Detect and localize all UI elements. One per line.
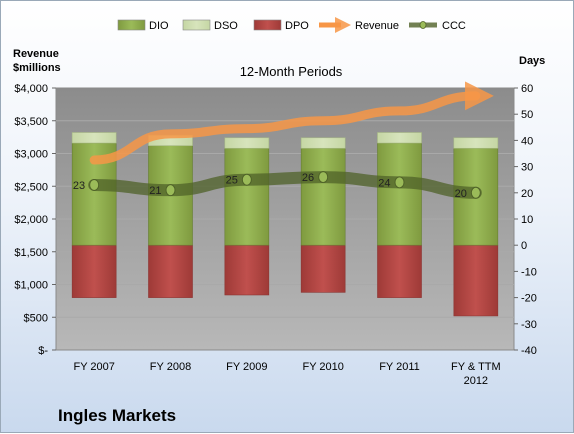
ccc-data-label: 20 (455, 188, 467, 200)
y-right-tick-label: -20 (521, 293, 537, 305)
ccc-data-label: 25 (226, 175, 238, 187)
ccc-data-label: 23 (73, 180, 85, 192)
y-left-axis-title: $millions (13, 62, 61, 74)
bar-dso (300, 137, 346, 149)
ccc-data-label: 21 (149, 185, 161, 197)
company-name: Ingles Markets (58, 406, 177, 425)
ccc-point (89, 178, 100, 191)
y-right-tick-label: 0 (521, 240, 527, 252)
y-left-tick-label: $500 (24, 312, 48, 324)
y-right-tick-label: -10 (521, 266, 537, 278)
bar-dso (377, 132, 422, 144)
bar-dso (453, 137, 499, 149)
bar-dpo (377, 244, 422, 298)
ccc-data-label: 26 (302, 172, 314, 184)
bar-dio (224, 147, 270, 246)
chart-subtitle: 12-Month Periods (240, 64, 343, 79)
y-right-tick-label: 20 (521, 188, 533, 200)
ccc-data-label: 24 (378, 177, 390, 189)
y-left-tick-label: $2,000 (14, 214, 48, 226)
legend: DIO DSO DPO Revenue CCC (117, 16, 466, 33)
legend-label-ccc: CCC (442, 20, 466, 32)
y-left-tick-label: $1,500 (14, 247, 48, 259)
legend-marker-ccc (419, 21, 427, 29)
y-right-tick-label: 40 (521, 135, 533, 147)
bar-dso (71, 132, 117, 144)
ccc-point (318, 171, 329, 184)
legend-label-dpo: DPO (285, 20, 309, 32)
ccc-point (470, 186, 481, 199)
x-tick-label: 2012 (464, 375, 488, 387)
ccc-point (241, 173, 252, 186)
y-right-axis-title: Days (519, 55, 545, 67)
bar-dpo (453, 244, 499, 317)
y-left-tick-label: $3,000 (14, 149, 48, 161)
x-tick-label: FY 2010 (302, 361, 343, 373)
bar-dpo (224, 244, 270, 296)
legend-label-dio: DIO (149, 20, 169, 32)
x-tick-label: FY & TTM (451, 361, 501, 373)
bar-dpo (71, 244, 117, 298)
ccc-point (394, 176, 405, 189)
x-tick-label: FY 2011 (379, 361, 420, 373)
y-right-tick-label: 60 (521, 83, 533, 95)
y-right-tick-label: 10 (521, 214, 533, 226)
y-left-axis-title: Revenue (13, 48, 59, 60)
legend-label-revenue: Revenue (355, 20, 399, 32)
bar-dpo (300, 244, 346, 293)
legend-label-dso: DSO (214, 20, 238, 32)
ccc-line (88, 171, 482, 199)
legend-swatch-dso (182, 19, 211, 31)
legend-swatch-dio (117, 19, 146, 31)
bar-dio (377, 142, 422, 246)
bar-dpo (148, 244, 193, 298)
x-tick-label: FY 2008 (150, 361, 191, 373)
y-right-tick-label: 30 (521, 162, 533, 174)
y-right-tick-label: -30 (521, 319, 537, 331)
bar-dso (224, 137, 270, 149)
ccc-point (165, 184, 176, 197)
y-left-tick-label: $4,000 (14, 83, 48, 95)
y-left-tick-label: $2,500 (14, 181, 48, 193)
y-left-tick-label: $- (38, 345, 48, 357)
x-tick-label: FY 2009 (226, 361, 267, 373)
bar-dio (300, 147, 346, 246)
revenue-line (89, 81, 494, 165)
y-right-tick-label: 50 (521, 109, 533, 121)
x-tick-label: FY 2007 (73, 361, 114, 373)
y-left-tick-label: $3,500 (14, 116, 48, 128)
y-left-tick-label: $1,000 (14, 280, 48, 292)
y-right-tick-label: -40 (521, 345, 537, 357)
legend-swatch-dpo (253, 19, 282, 31)
